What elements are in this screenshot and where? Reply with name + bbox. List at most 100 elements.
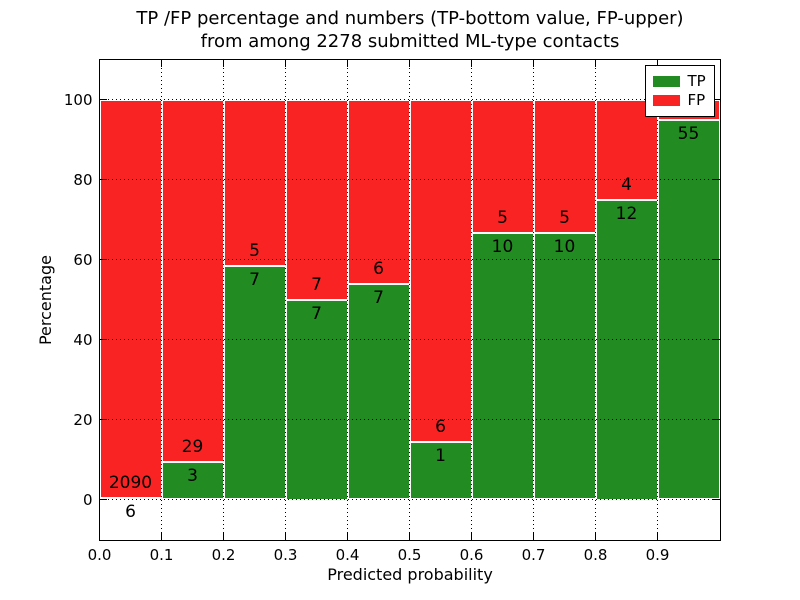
gridline-vertical <box>533 59 534 540</box>
legend-swatch-fp-icon <box>652 94 680 106</box>
y-tick-mark <box>99 178 107 181</box>
legend-swatch-tp-icon <box>652 75 680 87</box>
x-tick-mark <box>160 532 163 540</box>
y-tick-mark <box>712 418 720 421</box>
y-tick-mark <box>99 258 107 261</box>
fp-bar <box>99 99 162 499</box>
tp-count-label: 10 <box>491 236 514 257</box>
gridline-vertical <box>161 59 162 540</box>
x-tick-label: 0.1 <box>149 545 174 564</box>
fp-count-label: 2090 <box>108 473 153 494</box>
tp-count-label: 3 <box>187 465 198 486</box>
fp-bar <box>223 99 286 267</box>
y-tick-mark <box>99 498 107 501</box>
x-tick-mark <box>346 532 349 540</box>
tp-bar <box>347 284 410 500</box>
fp-count-label: 5 <box>559 207 570 228</box>
gridline-vertical <box>347 59 348 540</box>
y-tick-mark <box>712 178 720 181</box>
x-tick-label: 0.7 <box>521 545 546 564</box>
tp-count-label: 10 <box>553 236 576 257</box>
y-tick-label: 0 <box>82 490 93 509</box>
fp-count-label: 6 <box>373 259 384 280</box>
y-tick-label: 80 <box>73 170 93 189</box>
x-tick-label: 0.8 <box>583 545 608 564</box>
tp-count-label: 12 <box>615 203 638 224</box>
x-tick-mark <box>470 532 473 540</box>
x-tick-mark <box>656 532 659 540</box>
plot-area: TP FP 2090 6 29 3 5 7 7 7 6 7 6 1 5 10 5 10 4 12 55 0.0 0.1 0… <box>64 58 721 564</box>
fp-bar <box>161 99 224 462</box>
x-tick-mark <box>594 59 597 67</box>
tp-count-label: 7 <box>311 303 322 324</box>
gridline-horizontal <box>99 99 720 100</box>
tp-bar <box>223 266 286 500</box>
x-tick-label: 0.9 <box>645 545 670 564</box>
x-tick-label: 0.3 <box>273 545 298 564</box>
legend-label-fp: FP <box>687 90 706 109</box>
fp-count-label: 29 <box>181 436 204 457</box>
gridline-vertical <box>595 59 596 540</box>
y-tick-mark <box>712 98 720 101</box>
tp-count-label: 1 <box>435 446 446 467</box>
fp-bar <box>533 99 596 233</box>
y-tick-mark <box>712 258 720 261</box>
chart-title: TP /FP percentage and numbers (TP-bottom… <box>100 7 720 53</box>
fp-count-label: 5 <box>497 207 508 228</box>
tp-bar <box>533 232 596 500</box>
gridline-vertical <box>223 59 224 540</box>
y-tick-mark <box>99 418 107 421</box>
legend: TP FP <box>644 64 715 117</box>
legend-item-fp: FP <box>652 90 706 109</box>
x-tick-mark <box>594 532 597 540</box>
tp-count-label: 6 <box>125 502 136 523</box>
tp-bar <box>285 299 348 500</box>
x-tick-mark <box>160 59 163 67</box>
x-tick-mark <box>98 59 101 67</box>
x-tick-label: 0.4 <box>335 545 360 564</box>
x-tick-mark <box>656 59 659 67</box>
y-tick-mark <box>99 98 107 101</box>
y-tick-mark <box>712 338 720 341</box>
x-tick-mark <box>284 532 287 540</box>
gridline-vertical <box>657 59 658 540</box>
x-tick-label: 0.6 <box>459 545 484 564</box>
tp-count-label: 7 <box>373 288 384 309</box>
chart-title-line1: TP /FP percentage and numbers (TP-bottom… <box>136 8 684 29</box>
gridline-horizontal <box>99 499 720 500</box>
tp-count-label: 55 <box>677 124 700 145</box>
tp-bar <box>595 199 658 500</box>
x-tick-mark <box>98 532 101 540</box>
x-tick-mark <box>346 59 349 67</box>
y-tick-label: 20 <box>73 410 93 429</box>
x-tick-mark <box>470 59 473 67</box>
x-tick-mark <box>532 59 535 67</box>
y-tick-label: 100 <box>63 90 93 109</box>
gridline-horizontal <box>99 419 720 420</box>
chart-title-line2: from among 2278 submitted ML-type contac… <box>200 31 620 52</box>
fp-count-label: 5 <box>249 241 260 262</box>
y-tick-mark <box>99 338 107 341</box>
fp-count-label: 4 <box>621 174 632 195</box>
legend-item-tp: TP <box>652 72 706 90</box>
x-tick-mark <box>222 532 225 540</box>
fp-count-label: 6 <box>435 417 446 438</box>
tp-bar <box>471 232 534 500</box>
x-tick-mark <box>284 59 287 67</box>
y-tick-label: 40 <box>73 330 93 349</box>
x-tick-mark <box>408 59 411 67</box>
fp-bar <box>285 99 348 300</box>
tp-count-label: 7 <box>249 270 260 291</box>
x-tick-label: 0.5 <box>397 545 422 564</box>
fp-bar <box>347 99 410 285</box>
gridline-vertical <box>409 59 410 540</box>
y-tick-mark <box>712 498 720 501</box>
gridline-horizontal <box>99 339 720 340</box>
y-tick-label: 60 <box>73 250 93 269</box>
fp-count-label: 7 <box>311 274 322 295</box>
tp-bar <box>657 120 720 500</box>
x-tick-mark <box>532 532 535 540</box>
x-tick-label: 0.2 <box>211 545 236 564</box>
y-axis-label: Percentage <box>36 255 55 346</box>
